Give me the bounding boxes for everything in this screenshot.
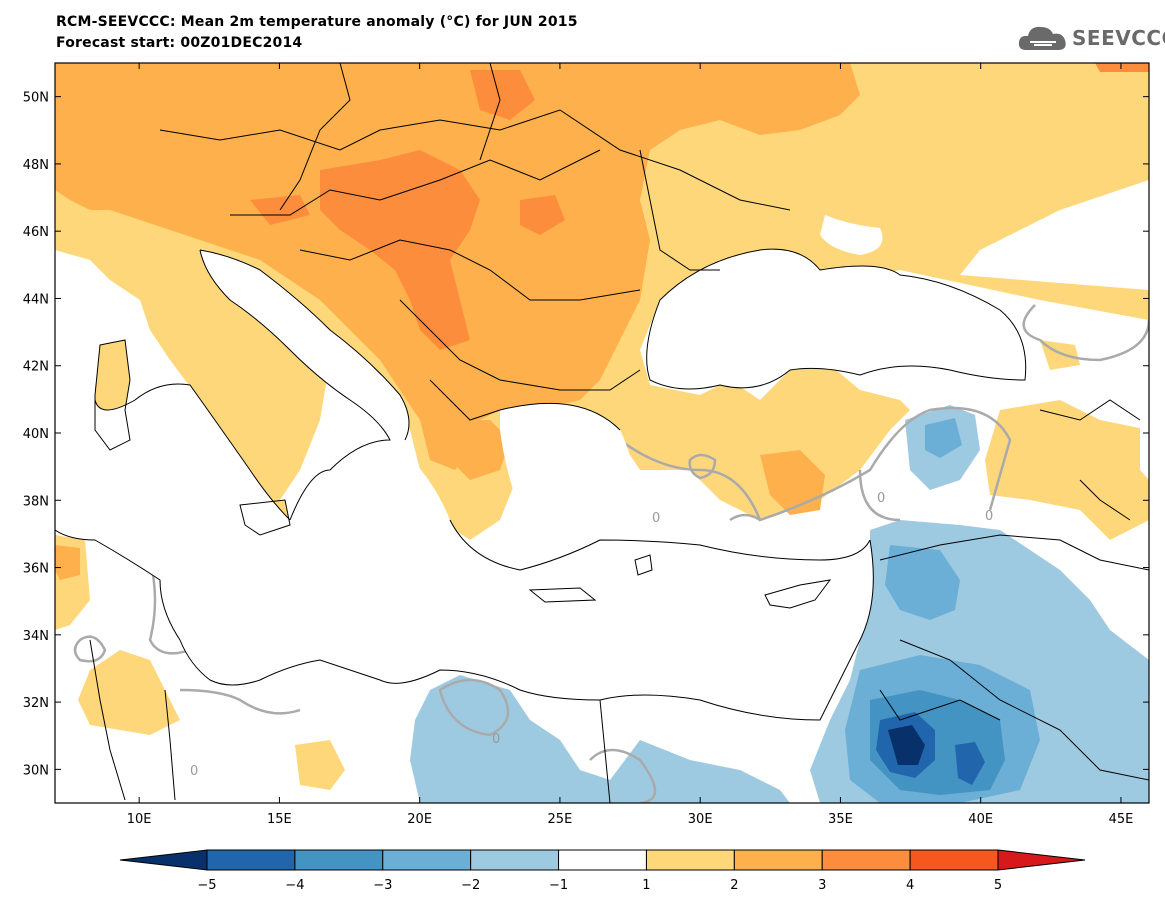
colorbar-label: 5 — [994, 878, 1002, 893]
colorbar-label: 3 — [818, 878, 826, 893]
cloud-icon — [1018, 26, 1066, 50]
contour-label: 0 — [190, 764, 198, 779]
lat-tick-label: 32N — [23, 696, 49, 711]
colorbar-max-arrow — [997, 849, 1086, 871]
colorbar-label: 1 — [642, 878, 650, 893]
lat-tick-label: 36N — [23, 562, 49, 577]
lon-tick-label: 10E — [127, 812, 152, 827]
coastlines-borders — [55, 63, 1149, 803]
lat-tick-label: 34N — [23, 629, 49, 644]
contour-label: 0 — [877, 491, 885, 506]
sea-areas — [55, 215, 1149, 720]
anomaly-field-neg-2-3 — [885, 545, 960, 620]
colorbar-swatch — [645, 849, 735, 871]
lat-tick-label: 46N — [23, 225, 49, 240]
map-title: RCM-SEEVCCC: Mean 2m temperature anomaly… — [56, 14, 578, 30]
colorbar-swatch — [558, 849, 647, 871]
colorbar-label: 4 — [906, 878, 914, 893]
lon-tick-label: 45E — [1109, 812, 1134, 827]
lat-tick-label: 40N — [23, 427, 49, 442]
colorbar-swatch — [382, 849, 472, 871]
lon-tick-label: 35E — [828, 812, 853, 827]
longitude-axis: 10E 15E 20E 25E 30E 35E 40E 45E — [127, 63, 1134, 827]
lon-tick-label: 20E — [407, 812, 432, 827]
anomaly-fields: 0 0 0 0 0 — [55, 63, 1149, 803]
colorbar-label: −4 — [285, 878, 304, 893]
latitude-axis: 50N 48N 46N 44N 42N 40N 38N 36N 34N 32N 30N — [23, 91, 1149, 778]
logo-text: SEEVCCC — [1072, 26, 1165, 50]
seevccc-logo: SEEVCCC — [1016, 20, 1165, 56]
anomaly-field-3-4 — [320, 150, 480, 350]
colorbar-label: −5 — [197, 878, 216, 893]
colorbar-swatch — [733, 849, 823, 871]
colorbar-swatch — [821, 849, 911, 871]
zero-contours — [73, 304, 1149, 803]
colorbar-swatch — [294, 849, 384, 871]
lat-tick-label: 44N — [23, 292, 49, 307]
lat-tick-label: 38N — [23, 494, 49, 509]
colorbar-swatch — [470, 849, 560, 871]
colorbar-min-arrow — [119, 849, 208, 871]
lon-tick-label: 15E — [267, 812, 292, 827]
lon-tick-label: 25E — [548, 812, 573, 827]
colorbar-label: −3 — [373, 878, 392, 893]
contour-label: 0 — [652, 511, 660, 526]
colorbar-swatch — [206, 849, 296, 871]
lon-tick-label: 40E — [968, 812, 993, 827]
anomaly-field-2-3 — [55, 63, 860, 470]
colorbar-label: 2 — [730, 878, 738, 893]
map-subtitle: Forecast start: 00Z01DEC2014 — [56, 35, 303, 51]
lat-tick-label: 42N — [23, 360, 49, 375]
colorbar-label: −2 — [461, 878, 480, 893]
lat-tick-label: 48N — [23, 158, 49, 173]
contour-label: 0 — [985, 509, 993, 524]
contour-label: 0 — [492, 732, 500, 747]
lon-tick-label: 30E — [688, 812, 713, 827]
colorbar-swatch — [909, 849, 999, 871]
colorbar: −5 −4 −3 −2 −1 1 2 3 4 5 — [119, 849, 1086, 893]
colorbar-label: −1 — [549, 878, 568, 893]
lat-tick-label: 30N — [23, 763, 49, 778]
lat-tick-label: 50N — [23, 91, 49, 106]
